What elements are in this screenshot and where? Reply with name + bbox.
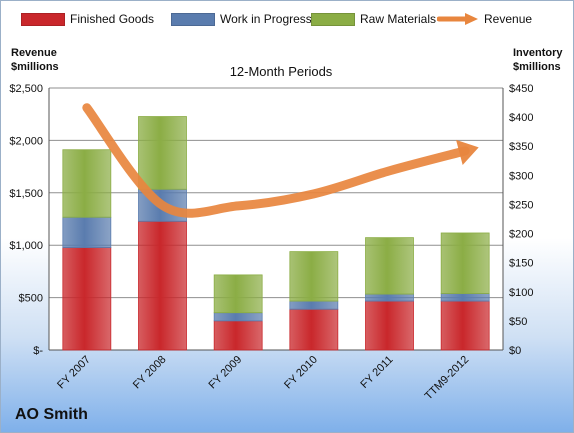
x-axis-tick-label: FY 2010: [282, 354, 320, 392]
left-axis-tick-label: $2,000: [9, 135, 43, 147]
chart-subtitle: 12-Month Periods: [229, 64, 333, 79]
revenue-line: [82, 103, 470, 218]
legend-item-finished-goods: Finished Goods: [21, 9, 154, 29]
right-axis-title: Inventory $millions: [513, 46, 563, 74]
bar-work-in-progress: [62, 216, 112, 248]
legend-swatch-finished-goods: [21, 12, 65, 26]
left-axis-tick-label: $-: [33, 345, 43, 357]
right-axis-tick-label: $100: [509, 287, 533, 299]
right-axis-tick-label: $50: [509, 316, 527, 328]
legend-item-work-in-progress: Work in Progress: [171, 9, 312, 29]
x-axis-tick-label: FY 2011: [358, 354, 395, 391]
right-axis-tick-label: $0: [509, 345, 521, 357]
bar-raw-materials: [365, 237, 414, 295]
bar-finished-goods: [62, 247, 112, 351]
right-axis-tick-label: $300: [509, 170, 533, 182]
revenue-arrowhead: [456, 139, 479, 165]
left-axis-tick-label: $500: [19, 293, 43, 305]
right-axis-tick-label: $150: [509, 258, 533, 270]
legend-item-raw-materials: Raw Materials: [311, 9, 436, 29]
plot-background: [49, 88, 503, 350]
legend-label-raw-materials: Raw Materials: [360, 12, 437, 26]
right-axis-tick-label: $450: [509, 83, 533, 95]
bar-finished-goods: [289, 308, 339, 351]
bar-raw-materials: [62, 149, 112, 218]
bar-finished-goods: [440, 300, 490, 351]
legend-swatch-raw-materials: [311, 12, 355, 26]
x-axis-tick-label: TTM9-2012: [423, 354, 472, 403]
bar-work-in-progress: [365, 293, 414, 302]
legend-arrow-head: [465, 13, 478, 25]
legend-arrow-icon: [437, 13, 478, 25]
right-axis-title-line1: Inventory: [513, 47, 563, 59]
right-axis-tick-label: $400: [509, 112, 533, 124]
legend-item-revenue: Revenue: [437, 9, 532, 29]
left-axis-tick-label: $2,500: [9, 83, 43, 95]
bar-raw-materials: [213, 274, 263, 314]
left-axis-title: Revenue $millions: [11, 46, 59, 74]
bar-finished-goods: [365, 300, 414, 351]
right-axis-tick-label: $350: [509, 141, 533, 153]
bar-work-in-progress: [213, 312, 263, 322]
left-axis-tick-label: $1,500: [9, 188, 43, 200]
legend-label-work-in-progress: Work in Progress: [220, 12, 312, 26]
x-axis-tick-label: FY 2009: [207, 354, 245, 392]
bar-finished-goods: [213, 320, 263, 351]
legend-label-finished-goods: Finished Goods: [70, 12, 155, 26]
x-axis-tick-label: FY 2008: [131, 354, 169, 392]
legend: Finished Goods Work in Progress Raw Mate…: [1, 9, 574, 29]
bar-work-in-progress: [440, 293, 490, 302]
x-axis-tick-label: FY 2007: [55, 354, 93, 392]
right-axis-tick-label: $200: [509, 229, 533, 241]
right-axis-title-line2: $millions: [513, 61, 561, 73]
left-axis-title-line1: Revenue: [11, 47, 57, 59]
bar-raw-materials: [138, 116, 187, 190]
right-axis-tick-label: $250: [509, 199, 533, 211]
legend-label-revenue: Revenue: [484, 12, 533, 26]
bar-finished-goods: [138, 220, 187, 351]
bar-work-in-progress: [289, 300, 339, 310]
left-axis-title-line2: $millions: [11, 61, 59, 73]
left-axis-tick-label: $1,000: [9, 240, 43, 252]
bar-raw-materials: [289, 251, 339, 302]
company-name: AO Smith: [15, 406, 88, 423]
legend-swatch-work-in-progress: [171, 12, 215, 26]
bar-raw-materials: [440, 232, 490, 294]
